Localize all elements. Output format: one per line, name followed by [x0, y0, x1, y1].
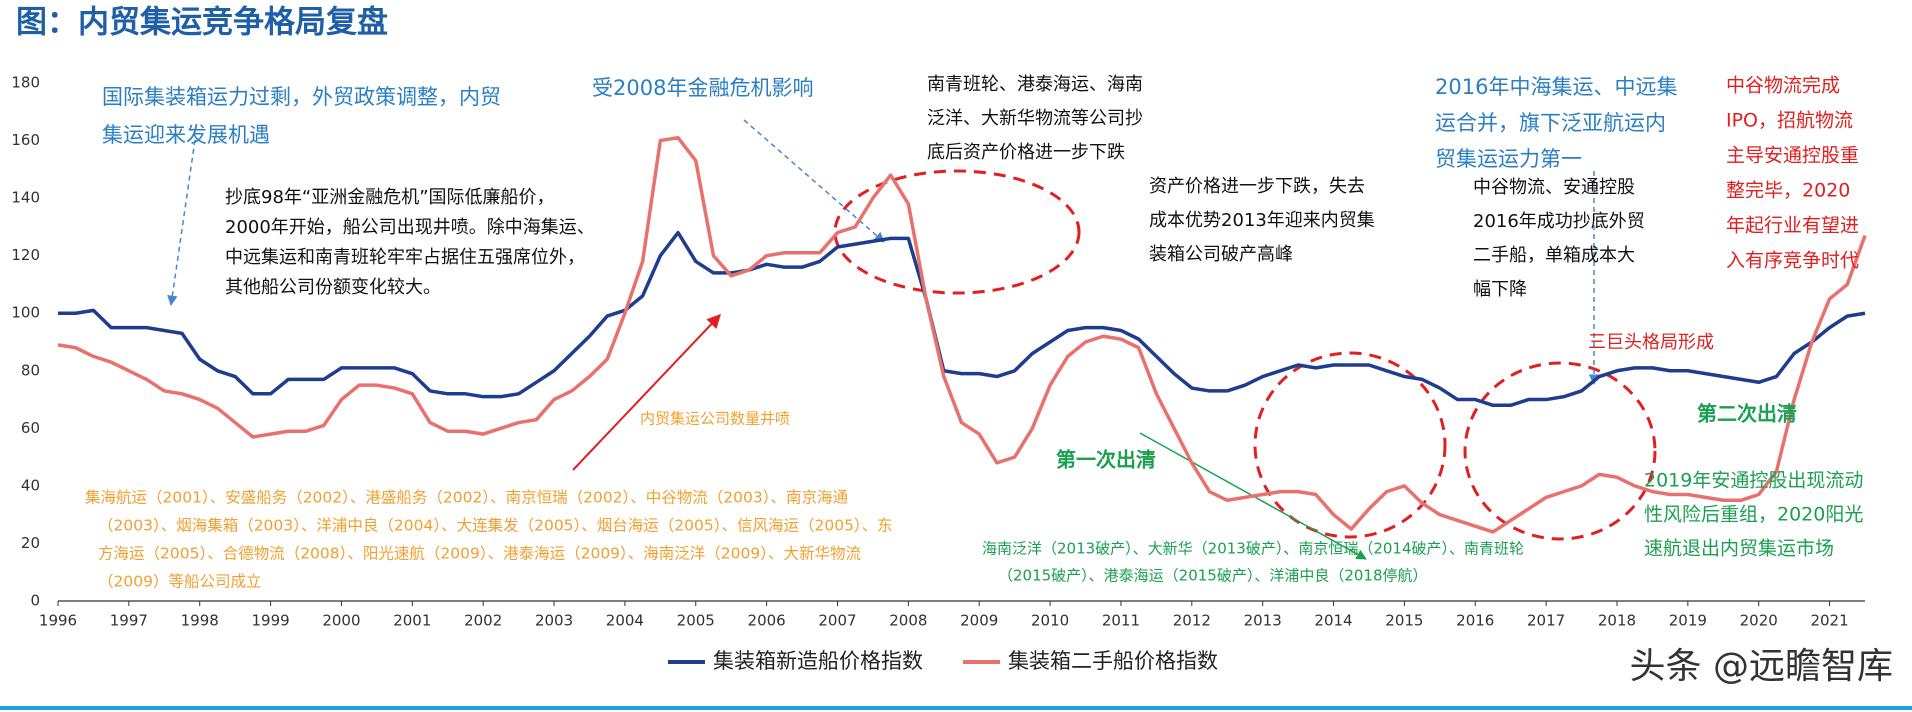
- x-tick-label: 2020: [1740, 612, 1778, 630]
- annotation: 整完毕，2020: [1726, 180, 1850, 202]
- x-tick-label: 2008: [889, 612, 927, 630]
- annotation: 中谷物流完成: [1726, 75, 1840, 97]
- y-tick-label: 80: [21, 361, 40, 379]
- y-tick-label: 180: [11, 74, 40, 92]
- x-tick-label: 2003: [535, 612, 573, 630]
- annotation: 南青班轮、港泰海运、海南: [927, 74, 1143, 95]
- arrow: [572, 313, 721, 471]
- annotation: 2016年中海集运、中远集: [1435, 75, 1677, 99]
- series-line: [57, 135, 1867, 534]
- x-tick-label: 2016: [1456, 612, 1494, 630]
- annotation: 其他船公司份额变化较大。: [225, 277, 441, 298]
- highlight-ellipse: [833, 169, 1081, 295]
- x-tick-label: 2019: [1669, 612, 1707, 630]
- y-tick-label: 120: [11, 246, 40, 264]
- x-tick-label: 2002: [464, 612, 502, 630]
- annotation: 贸集运运力第一: [1435, 147, 1582, 171]
- y-tick-label: 60: [21, 419, 40, 437]
- y-tick-label: 20: [21, 534, 40, 552]
- x-tick-label: 2001: [393, 612, 431, 630]
- x-tick-label: 2012: [1173, 612, 1211, 630]
- annotation: （2015破产）、港泰海运（2015破产）、洋浦中良（2018停航）: [998, 567, 1428, 585]
- y-tick-label: 100: [11, 304, 40, 322]
- annotation: 运合并，旗下泛亚航运内: [1435, 111, 1666, 135]
- y-tick-label: 0: [30, 592, 40, 610]
- x-tick-label: 2013: [1244, 612, 1282, 630]
- annotation: 泛洋、大新华物流等公司抄: [927, 108, 1143, 129]
- annotation: 速航退出内贸集运市场: [1644, 538, 1834, 560]
- x-tick-label: 2000: [322, 612, 360, 630]
- x-tick-label: 2021: [1810, 612, 1848, 630]
- annotation: 底后资产价格进一步下跌: [927, 142, 1125, 163]
- annotation: 中谷物流、安通控股: [1473, 177, 1635, 198]
- x-tick-label: 2007: [818, 612, 856, 630]
- watermark: 头条 @远瞻智库: [1630, 646, 1893, 687]
- x-tick-label: 2015: [1385, 612, 1423, 630]
- x-tick-label: 2010: [1031, 612, 1069, 630]
- page-title: 图：内贸集运竞争格局复盘: [16, 5, 388, 41]
- x-tick-label: 2014: [1314, 612, 1352, 630]
- x-tick-label: 1997: [110, 612, 148, 630]
- annotation: 资产价格进一步下跌，失去: [1149, 176, 1365, 197]
- legend-label: 集装箱新造船价格指数: [713, 649, 923, 673]
- annotation: 幅下降: [1473, 279, 1527, 300]
- annotation: 中远集运和南青班轮牢牢占据住五强席位外，: [225, 247, 585, 268]
- annotation: 国际集装箱运力过剩，外贸政策调整，内贸: [102, 85, 501, 109]
- annotation: 装箱公司破产高峰: [1149, 244, 1293, 265]
- annotation: IPO，招航物流: [1726, 110, 1853, 132]
- x-tick-label: 2004: [606, 612, 644, 630]
- annotation: 入有序竞争时代: [1726, 250, 1859, 272]
- annotation: 三巨头格局形成: [1588, 332, 1714, 353]
- x-tick-label: 2009: [960, 612, 998, 630]
- annotation: （2009）等船公司成立: [98, 573, 261, 591]
- annotation: 2019年安通控股出现流动: [1644, 470, 1863, 492]
- annotation: 内贸集运公司数量井喷: [640, 410, 790, 428]
- annotation: 受2008年金融危机影响: [592, 76, 813, 100]
- highlight-ellipse: [1463, 361, 1657, 541]
- y-tick-label: 40: [21, 476, 40, 494]
- x-tick-label: 2011: [1102, 612, 1140, 630]
- y-tick-label: 160: [11, 131, 40, 149]
- x-tick-label: 2018: [1598, 612, 1636, 630]
- x-tick-label: 1996: [39, 612, 77, 630]
- highlight-ellipse: [1253, 351, 1447, 539]
- decorations: [167, 119, 1657, 560]
- x-tick-label: 2017: [1527, 612, 1565, 630]
- annotation: 2000年开始，船公司出现井喷。除中海集运、: [225, 217, 595, 238]
- legend-label: 集装箱二手船价格指数: [1008, 649, 1218, 673]
- annotation: 集运迎来发展机遇: [102, 123, 270, 147]
- annotation: 海南泛洋（2013破产）、大新华（2013破产）、南京恒瑞（2014破产）、南青…: [982, 540, 1524, 558]
- x-tick-label: 2006: [748, 612, 786, 630]
- x-tick-label: 1999: [251, 612, 289, 630]
- annotation: 主导安通控股重: [1726, 145, 1859, 167]
- arrow: [167, 139, 196, 307]
- annotation: 第一次出清: [1056, 448, 1156, 472]
- footer-bar: [0, 706, 1912, 710]
- y-tick-label: 140: [11, 189, 40, 207]
- annotation: 方海运（2005）、合德物流（2008）、阳光速航（2009）、港泰海运（200…: [98, 545, 861, 563]
- annotation: 抄底98年“亚洲金融危机”国际低廉船价，: [225, 187, 555, 208]
- annotation: 年起行业有望进: [1726, 215, 1859, 237]
- annotation: 集海航运（2001）、安盛船务（2002）、港盛船务（2002）、南京恒瑞（20…: [85, 489, 848, 507]
- annotation: 二手船，单箱成本大: [1473, 245, 1635, 266]
- annotation: 第二次出清: [1697, 402, 1797, 426]
- x-tick-label: 2005: [677, 612, 715, 630]
- annotation: 成本优势2013年迎来内贸集: [1149, 210, 1375, 231]
- series-line: [58, 230, 1866, 408]
- annotation: 2016年成功抄底外贸: [1473, 211, 1645, 232]
- x-tick-label: 1998: [181, 612, 219, 630]
- arrow: [743, 119, 885, 243]
- annotation: （2003）、烟海集箱（2003）、洋浦中良（2004）、大连集发（2005）、…: [98, 517, 893, 535]
- annotation: 性风险后重组，2020阳光: [1644, 504, 1863, 526]
